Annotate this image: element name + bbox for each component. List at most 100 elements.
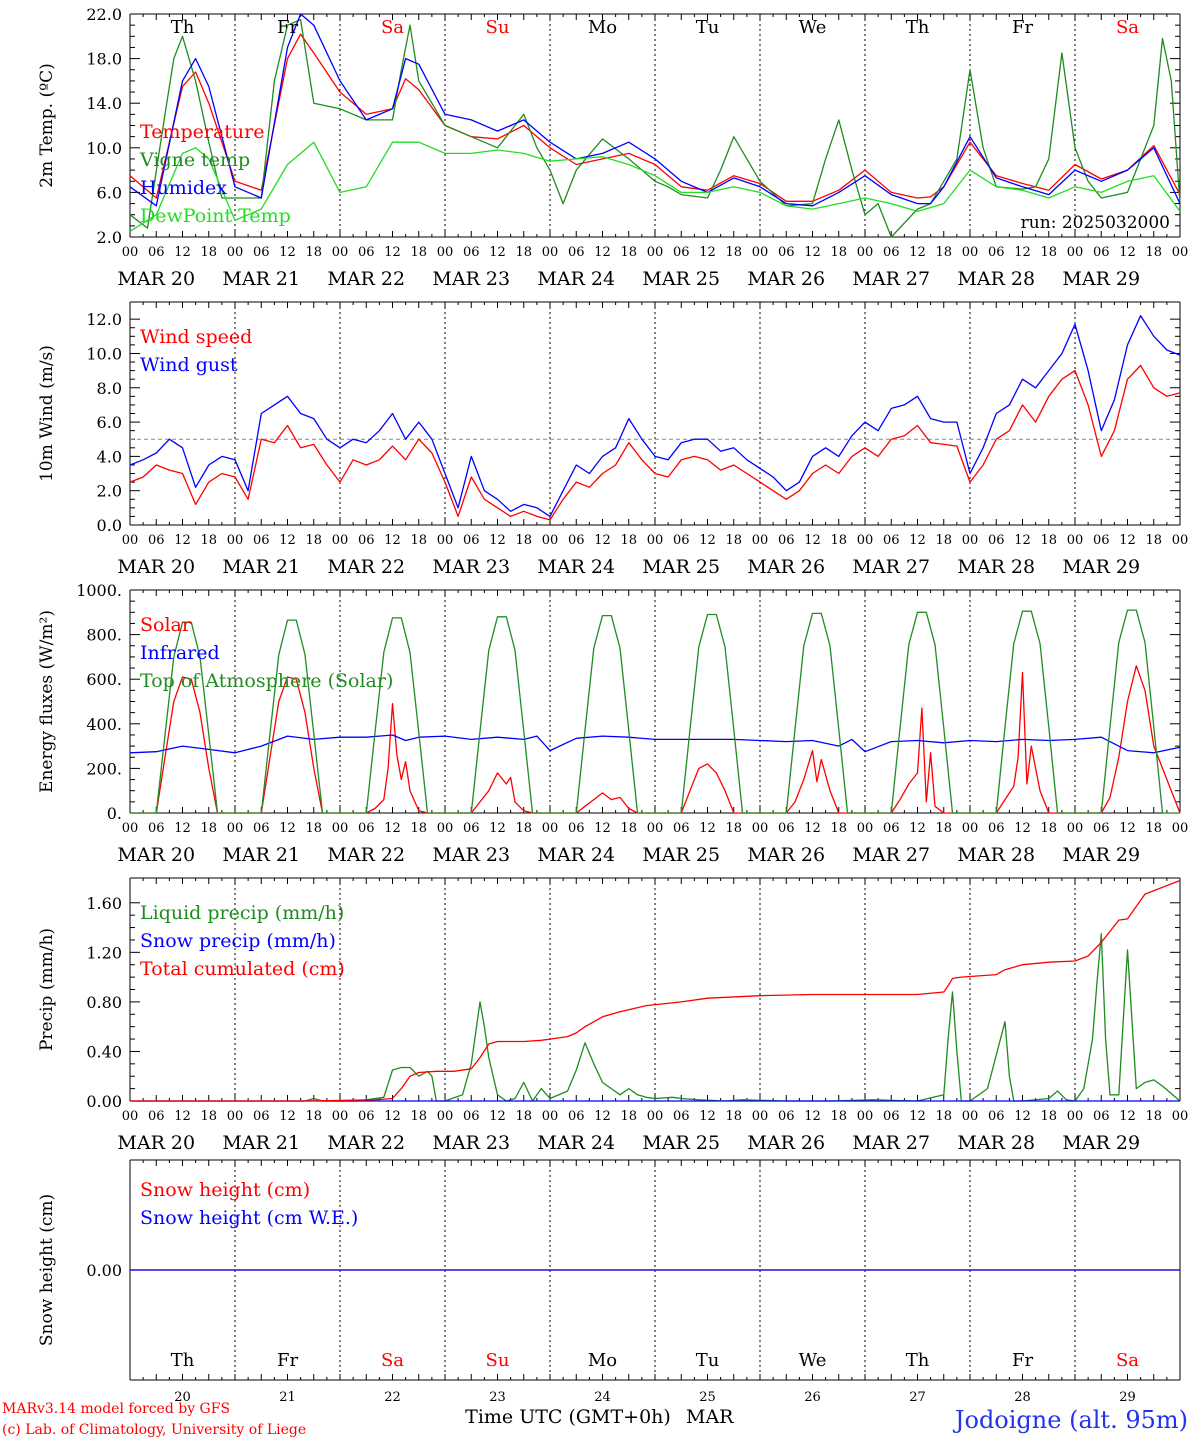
- hour-tick-label: 12: [909, 1109, 926, 1124]
- y-tick-label: 22.0: [86, 5, 122, 24]
- y-tick-label: 10.0: [86, 139, 122, 158]
- day-label: MAR 27: [852, 556, 930, 578]
- hour-tick-label: 18: [200, 245, 217, 260]
- hour-tick-label: 06: [463, 533, 480, 548]
- y-tick-label: 4.0: [97, 447, 122, 466]
- hour-tick-label: 12: [1014, 821, 1031, 836]
- hour-tick-label: 18: [200, 821, 217, 836]
- hour-tick-label: 00: [1172, 533, 1189, 548]
- weekday-label: Mo: [588, 17, 617, 38]
- day-number-label: 28: [1014, 1390, 1031, 1405]
- hour-tick-label: 00: [1067, 533, 1084, 548]
- weekday-label: Fr: [277, 17, 298, 38]
- hour-tick-label: 06: [883, 821, 900, 836]
- hour-tick-label: 06: [463, 821, 480, 836]
- day-number-label: 20: [174, 1390, 191, 1405]
- y-tick-label: 2.0: [97, 482, 122, 501]
- hour-tick-label: 00: [647, 533, 664, 548]
- hour-tick-label: 06: [988, 533, 1005, 548]
- hour-tick-label: 00: [122, 245, 139, 260]
- legend-entry: Vigne temp: [139, 149, 250, 171]
- hour-tick-label: 00: [752, 533, 769, 548]
- hour-tick-label: 18: [725, 533, 742, 548]
- day-label: MAR 28: [957, 556, 1035, 578]
- hour-tick-label: 06: [253, 533, 270, 548]
- series-line-humidex: [129, 13, 1181, 207]
- day-label: MAR 24: [537, 556, 615, 578]
- day-label: MAR 22: [327, 268, 405, 290]
- hour-tick-label: 00: [122, 533, 139, 548]
- hour-tick-label: 18: [935, 821, 952, 836]
- hour-tick-label: 00: [227, 1109, 244, 1124]
- hour-tick-label: 06: [883, 1109, 900, 1124]
- hour-tick-label: 06: [148, 533, 165, 548]
- hour-tick-label: 00: [122, 821, 139, 836]
- day-label: MAR 27: [852, 844, 930, 866]
- hour-tick-label: 00: [332, 533, 349, 548]
- hour-tick-label: 18: [410, 821, 427, 836]
- hour-tick-label: 12: [174, 1109, 191, 1124]
- hour-tick-label: 06: [883, 245, 900, 260]
- day-label: MAR 25: [642, 1132, 720, 1154]
- panel-energy: 0. 200. 400. 600. 800. 1000. Energy fluxes (W/…: [37, 581, 1188, 866]
- hour-tick-label: 06: [1093, 821, 1110, 836]
- hour-tick-label: 18: [200, 533, 217, 548]
- run-annotation: run: 2025032000: [1021, 213, 1170, 233]
- weekday-label: Su: [486, 17, 510, 38]
- hour-tick-label: 18: [1145, 821, 1162, 836]
- legend-entry: Temperature: [140, 121, 264, 143]
- hour-tick-label: 00: [857, 533, 874, 548]
- day-label: MAR 29: [1062, 556, 1140, 578]
- hour-tick-label: 18: [725, 1109, 742, 1124]
- weekday-label: Th: [906, 17, 930, 38]
- hour-tick-label: 00: [227, 245, 244, 260]
- hour-tick-label: 00: [962, 1109, 979, 1124]
- y-axis-title: Precip (mm/h): [37, 928, 57, 1051]
- day-label: MAR 26: [747, 844, 825, 866]
- hour-tick-label: 00: [647, 1109, 664, 1124]
- y-axis-title: Snow height (cm): [37, 1194, 57, 1346]
- day-label: MAR 25: [642, 556, 720, 578]
- hour-tick-label: 12: [804, 1109, 821, 1124]
- day-label: MAR 20: [117, 1132, 195, 1154]
- hour-tick-label: 12: [279, 821, 296, 836]
- hour-tick-label: 12: [909, 533, 926, 548]
- hour-tick-label: 12: [174, 821, 191, 836]
- hour-tick-label: 12: [1119, 533, 1136, 548]
- hour-tick-label: 12: [594, 533, 611, 548]
- hour-tick-label: 12: [384, 1109, 401, 1124]
- hour-tick-label: 12: [384, 821, 401, 836]
- hour-tick-label: 18: [1145, 1109, 1162, 1124]
- hour-tick-label: 00: [122, 1109, 139, 1124]
- day-label: MAR 23: [432, 1132, 510, 1154]
- hour-tick-label: 18: [620, 1109, 637, 1124]
- hour-tick-label: 06: [253, 821, 270, 836]
- hour-tick-label: 00: [1172, 821, 1189, 836]
- day-number-label: 25: [699, 1390, 716, 1405]
- weekday-label: Sa: [1116, 17, 1139, 38]
- weekday-label: We: [799, 17, 827, 38]
- day-label: MAR 21: [222, 268, 300, 290]
- hour-tick-label: 00: [857, 1109, 874, 1124]
- hour-tick-label: 00: [857, 821, 874, 836]
- hour-tick-label: 06: [778, 533, 795, 548]
- hour-tick-label: 12: [1119, 1109, 1136, 1124]
- hour-tick-label: 18: [830, 245, 847, 260]
- hour-tick-label: 06: [358, 245, 375, 260]
- hour-tick-label: 06: [568, 1109, 585, 1124]
- hour-tick-label: 18: [725, 821, 742, 836]
- hour-tick-label: 18: [515, 1109, 532, 1124]
- hour-tick-label: 18: [1040, 245, 1057, 260]
- y-tick-label: 0.: [107, 804, 122, 823]
- day-number-label: 26: [804, 1390, 821, 1405]
- hour-tick-label: 18: [200, 1109, 217, 1124]
- hour-tick-label: 12: [699, 821, 716, 836]
- hour-tick-label: 00: [227, 533, 244, 548]
- weekday-label: Th: [171, 17, 195, 38]
- day-number-label: 27: [909, 1390, 926, 1405]
- day-label: MAR 27: [852, 1132, 930, 1154]
- day-label: MAR 26: [747, 556, 825, 578]
- y-tick-label: 800.: [86, 626, 122, 645]
- y-tick-label: 6.0: [97, 183, 122, 202]
- hour-tick-label: 00: [437, 533, 454, 548]
